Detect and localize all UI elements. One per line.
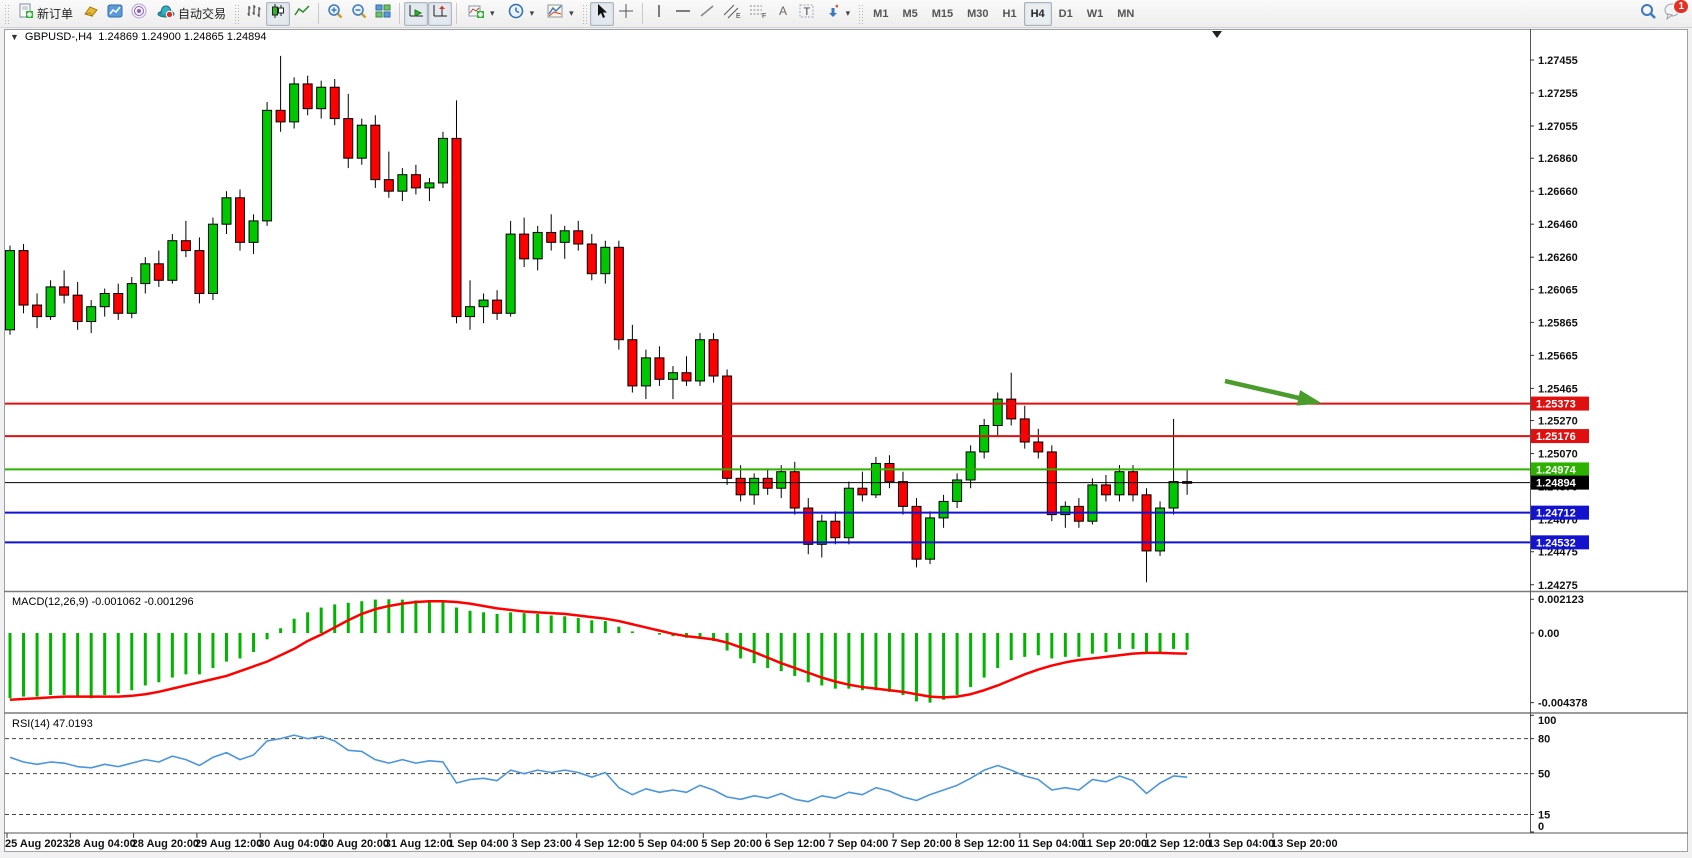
signals-button[interactable] <box>127 2 151 26</box>
cursor-icon <box>594 3 610 24</box>
new-order-icon <box>18 3 34 24</box>
fibonacci-icon: F <box>748 3 768 24</box>
chevron-down-icon: ▾ <box>569 8 574 18</box>
candlestick-chart-icon <box>269 3 287 24</box>
notification-count-badge: 1 <box>1673 0 1689 14</box>
zoom-in-button[interactable] <box>323 2 347 26</box>
timeframe-button-h4[interactable]: H4 <box>1023 1 1052 26</box>
autotrade-button[interactable]: 自动交易 <box>151 2 232 26</box>
expert-advisor-icon <box>157 3 175 24</box>
equidistant-channel-icon: E <box>722 3 742 24</box>
candlestick-chart-button[interactable] <box>266 1 291 26</box>
toolbar-grip[interactable] <box>581 3 588 24</box>
timeframe-button-h1[interactable]: H1 <box>1002 7 1017 20</box>
periods-button[interactable]: ▾ <box>501 2 541 26</box>
autotrade-label: 自动交易 <box>178 7 227 21</box>
vertical-line-icon <box>652 3 666 24</box>
bar-chart-button[interactable] <box>242 2 266 26</box>
timeframe-button-w1[interactable]: W1 <box>1086 7 1104 20</box>
chart-window-icon <box>106 3 124 24</box>
svg-text:A: A <box>779 4 787 18</box>
toolbar-separator <box>456 3 458 24</box>
timeframe-button-m30[interactable]: M30 <box>967 7 989 20</box>
chart-header: ▼ GBPUSD-,H4 1.24869 1.24900 1.24865 1.24… <box>10 31 267 43</box>
symbol-collapse-icon[interactable]: ▼ <box>10 32 19 42</box>
text-tool-button[interactable]: A <box>771 2 795 26</box>
toolbar-separator <box>641 3 643 24</box>
new-order-button[interactable]: 新订单 <box>12 2 79 26</box>
vertical-line-tool-button[interactable] <box>647 2 671 26</box>
tile-windows-icon <box>374 3 392 24</box>
chart-window[interactable] <box>4 29 1688 852</box>
trendline-icon <box>698 3 716 24</box>
clock-icon <box>507 3 525 24</box>
symbol-period-label: GBPUSD-,H4 <box>24 31 93 43</box>
template-icon <box>546 3 564 24</box>
signal-icon <box>130 3 148 24</box>
chevron-down-icon: ▾ <box>845 8 851 18</box>
macd-indicator-label: MACD(12,26,9) -0.001062 -0.001296 <box>12 596 194 608</box>
crosshair-icon <box>618 3 634 24</box>
notifications-button[interactable]: 1 <box>1660 0 1689 26</box>
main-toolbar: 新订单 自动交易 <box>0 0 1692 28</box>
text-label-tool-button[interactable]: T <box>795 2 819 26</box>
tile-windows-button[interactable] <box>371 2 395 26</box>
horizontal-line-icon <box>674 3 692 24</box>
auto-scroll-icon <box>407 3 425 24</box>
zoom-out-icon <box>350 3 368 24</box>
fibonacci-tool-button[interactable]: F <box>745 2 771 26</box>
zoom-out-button[interactable] <box>347 2 371 26</box>
toolbar-separator <box>399 3 401 24</box>
search-icon <box>1639 2 1657 25</box>
indicators-icon <box>467 3 485 24</box>
toolbar-grip[interactable] <box>4 3 10 24</box>
toolbar-grip[interactable] <box>234 3 241 24</box>
chevron-down-icon: ▾ <box>490 8 495 18</box>
gold-icon <box>82 3 100 24</box>
chart-shift-button[interactable] <box>428 1 453 26</box>
crosshair-tool-button[interactable] <box>614 2 638 26</box>
line-chart-icon <box>293 3 311 24</box>
trendline-tool-button[interactable] <box>695 2 719 26</box>
market-watch-button[interactable] <box>79 2 103 26</box>
line-chart-button[interactable] <box>290 2 314 26</box>
text-label-icon: T <box>798 3 816 24</box>
timeframe-button-m15[interactable]: M15 <box>931 7 954 20</box>
templates-button[interactable]: ▾ <box>540 2 580 26</box>
rsi-indicator-label: RSI(14) 47.0193 <box>12 718 93 730</box>
chart-shift-icon <box>431 3 449 24</box>
cursor-tool-button[interactable] <box>589 1 614 26</box>
svg-text:T: T <box>803 6 810 18</box>
toolbar-separator <box>318 3 320 24</box>
zoom-in-icon <box>326 3 344 24</box>
svg-text:F: F <box>762 13 766 19</box>
indicators-button[interactable]: ▾ <box>461 2 501 26</box>
toolbar-grip[interactable] <box>858 3 865 24</box>
arrows-tool-button[interactable]: ▾ <box>819 2 857 26</box>
horizontal-line-tool-button[interactable] <box>671 2 695 26</box>
channel-tool-button[interactable]: E <box>719 2 745 26</box>
svg-text:E: E <box>736 13 741 19</box>
bar-chart-icon <box>245 3 263 24</box>
timeframe-toolbar: M1 M5 M15 M30 H1 H4 D1 W1 MN <box>866 1 1141 26</box>
chevron-down-icon: ▾ <box>529 8 535 18</box>
auto-scroll-button[interactable] <box>404 1 429 26</box>
timeframe-button-mn[interactable]: MN <box>1117 7 1135 20</box>
text-icon: A <box>776 3 790 24</box>
timeframe-button-d1[interactable]: D1 <box>1058 7 1073 20</box>
search-button[interactable] <box>1636 2 1660 26</box>
arrows-icon <box>825 3 841 24</box>
timeframe-button-m1[interactable]: M1 <box>873 7 889 20</box>
ohlc-values: 1.24869 1.24900 1.24865 1.24894 <box>98 31 267 43</box>
charts-button[interactable] <box>103 2 127 26</box>
new-order-label: 新订单 <box>37 7 74 21</box>
timeframe-button-m5[interactable]: M5 <box>902 7 918 20</box>
